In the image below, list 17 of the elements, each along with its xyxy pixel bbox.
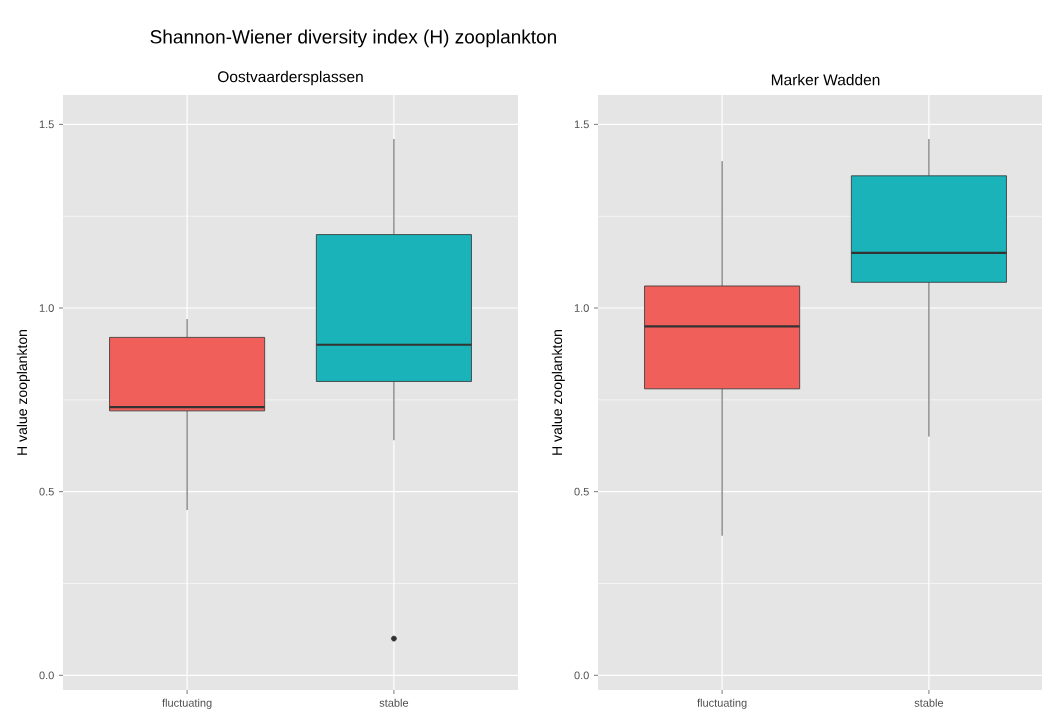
x-tick-label: fluctuating — [697, 698, 747, 709]
y-axis-title: H value zooplankton — [16, 330, 30, 455]
y-axis-title: H value zooplankton — [551, 330, 565, 455]
y-tick-label: 0.5 — [39, 487, 54, 496]
y-tick-label: 1.0 — [574, 304, 589, 312]
y-tick-label: 1.0 — [39, 304, 54, 312]
chart-subtitle: Oostvaardersplassen — [218, 70, 363, 86]
chart-subtitle: Marker Wadden — [771, 73, 880, 86]
y-tick-label: 0.5 — [574, 487, 589, 496]
chart-title: Shannon-Wiener diversity index (H) zooplankton — [150, 29, 556, 48]
x-tick-label: stable — [914, 698, 944, 707]
x-tick-label: stable — [379, 698, 409, 707]
y-tick-label: 1.5 — [574, 120, 589, 129]
y-tick-label: 1.5 — [39, 120, 54, 129]
y-tick-label: 0.0 — [39, 671, 54, 680]
x-tick-label: fluctuating — [162, 698, 212, 709]
y-tick-label: 0.0 — [574, 671, 589, 680]
